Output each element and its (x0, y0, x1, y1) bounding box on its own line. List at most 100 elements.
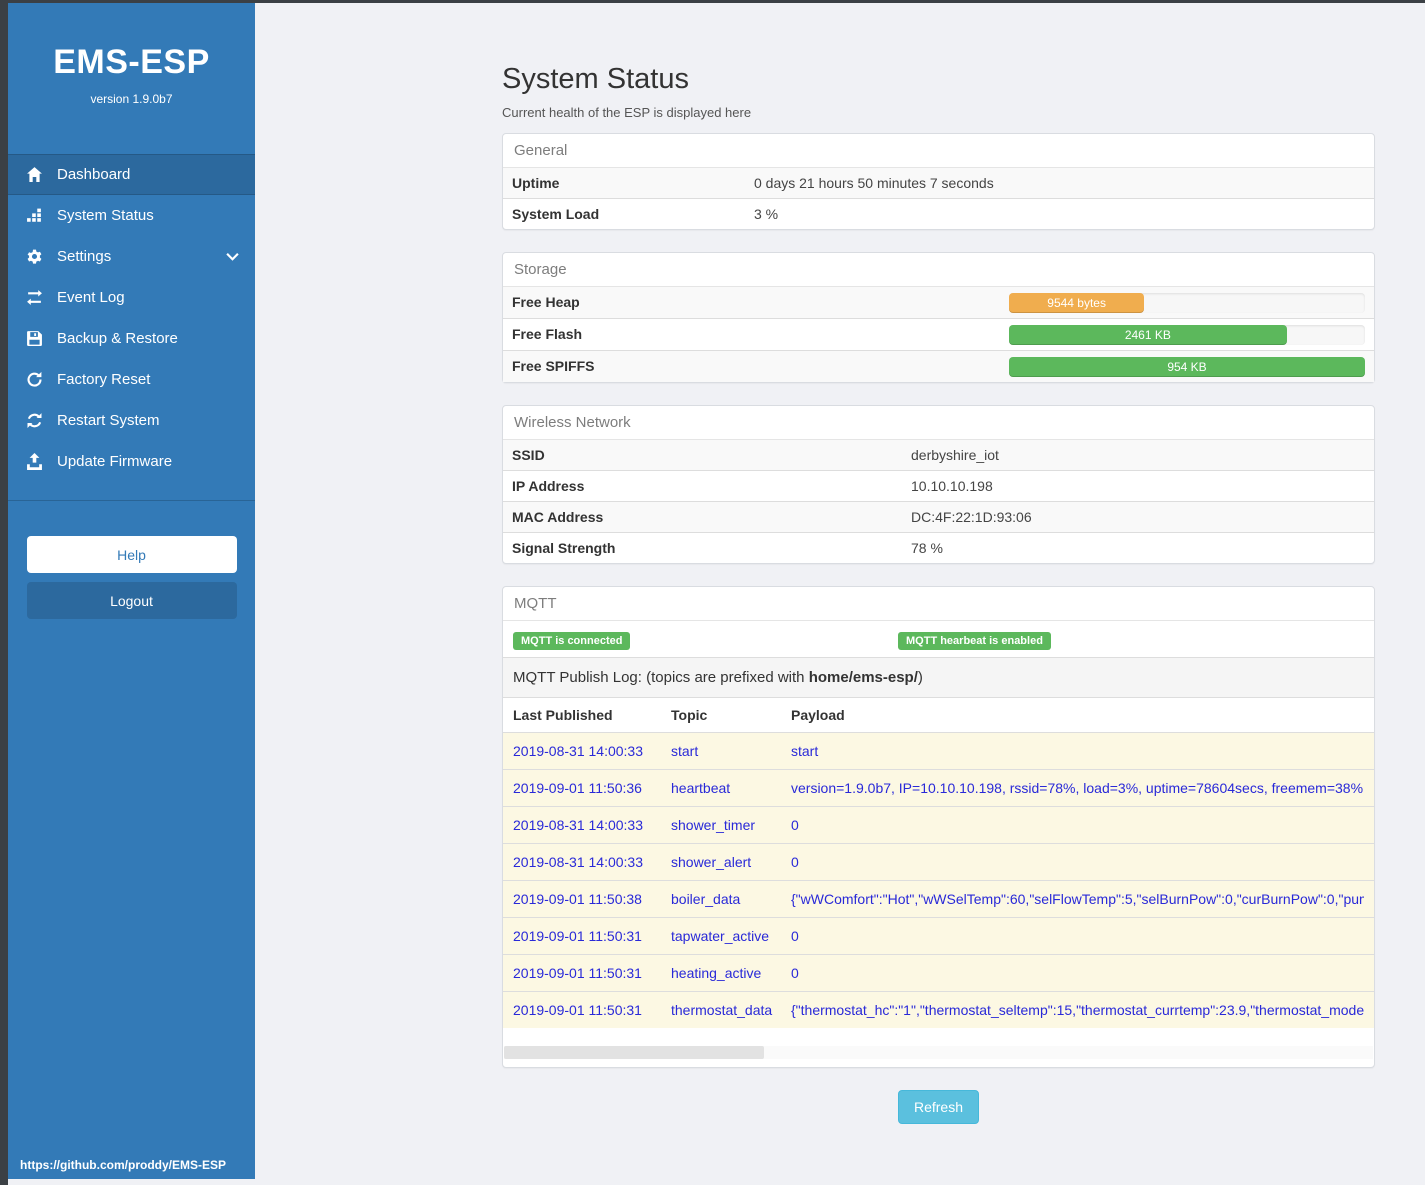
panel-general-title: General (503, 134, 1374, 168)
home-icon (24, 166, 44, 183)
topic-cell: shower_alert (671, 854, 752, 870)
last-published-cell: 2019-09-01 11:50:31 (513, 1002, 642, 1018)
page-title: System Status (502, 63, 689, 95)
table-row: 2019-09-01 11:50:31 thermostat_data {"ther… (503, 991, 1374, 1028)
scrollbar-thumb[interactable] (504, 1046, 764, 1059)
sidebar-item-settings[interactable]: Settings (8, 236, 255, 277)
row-label: MAC Address (512, 509, 604, 525)
payload-cell: {"thermostat_hc":"1","thermostat_seltemp… (791, 1002, 1364, 1018)
upload-icon (24, 453, 44, 470)
panel-mqtt-title: MQTT (503, 587, 1374, 621)
mqtt-badges-row: MQTT is connected MQTT hearbeat is enabl… (503, 621, 1374, 657)
topic-cell: boiler_data (671, 891, 741, 907)
sidebar-item-dashboard[interactable]: Dashboard (8, 154, 255, 195)
brand: EMS-ESP version 1.9.0b7 (8, 3, 255, 106)
table-row: 2019-09-01 11:50:38 boiler_data {"wWComfor… (503, 880, 1374, 917)
topic-cell: thermostat_data (671, 1002, 773, 1018)
sidebar-item-system-status[interactable]: System Status (8, 195, 255, 236)
table-row: 2019-08-31 14:00:33 start start (503, 732, 1374, 769)
sidebar-item-event-log[interactable]: Event Log (8, 277, 255, 318)
progress-track: 9544 bytes (1009, 292, 1365, 313)
panel-wireless-title: Wireless Network (503, 406, 1374, 440)
topic-cell: shower_timer (671, 817, 756, 833)
row-value: DC:4F:22:1D:93:06 (911, 509, 1032, 525)
publish-log-text: MQTT Publish Log: (topics are prefixed w… (513, 669, 809, 686)
row-value: derbyshire_iot (911, 447, 999, 463)
last-published-cell: 2019-09-01 11:50:36 (513, 780, 642, 796)
sidebar-item-restart-system[interactable]: Restart System (8, 400, 255, 441)
help-button[interactable]: Help (26, 536, 237, 573)
row-label: Signal Strength (512, 540, 616, 556)
payload-cell: 0 (791, 854, 799, 870)
page-subtitle: Current health of the ESP is displayed h… (502, 105, 752, 120)
panel-wireless: Wireless Network SSID derbyshire_iot IP Ad… (502, 405, 1375, 564)
topic-cell: heating_active (671, 965, 762, 981)
publish-log-topic-prefix: home/ems-esp/ (808, 669, 918, 686)
app-title: EMS-ESP (53, 43, 210, 81)
progress-track: 954 KB (1009, 356, 1365, 377)
app-version: version 1.9.0b7 (90, 92, 173, 106)
row-value: 10.10.10.198 (911, 478, 993, 494)
progress-bar: 2461 KB (1009, 324, 1287, 345)
table-row: Free Flash 2461 KB (503, 318, 1374, 350)
sidebar-item-label: Event Log (57, 289, 125, 306)
payload-cell: 0 (791, 965, 799, 981)
payload-cell: {"wWComfort":"Hot","wWSelTemp":60,"selFl… (791, 891, 1364, 907)
row-label: IP Address (512, 478, 585, 494)
table-row: 2019-09-01 11:50:31 heating_active 0 (503, 954, 1374, 991)
mqtt-heartbeat-badge: MQTT hearbeat is enabled (898, 632, 1051, 650)
storage-rows: Free Heap 9544 bytes Free Flash 2461 KB Free… (503, 287, 1374, 382)
topic-cell: start (671, 743, 699, 759)
github-link[interactable]: https://github.com/proddy/EMS-ESP (20, 1158, 226, 1172)
sidebar-item-factory-reset[interactable]: Factory Reset (8, 359, 255, 400)
row-value: 0 days 21 hours 50 minutes 7 seconds (754, 175, 994, 191)
last-published-cell: 2019-08-31 14:00:33 (513, 854, 643, 870)
row-label: SSID (512, 447, 545, 463)
window-top-edge (0, 0, 1425, 3)
payload-cell: 0 (791, 928, 799, 944)
general-rows: Uptime 0 days 21 hours 50 minutes 7 secon… (503, 168, 1374, 229)
table-row: 2019-09-01 11:50:36 heartbeat version=1.9.… (503, 769, 1374, 806)
gear-icon (24, 248, 44, 265)
sidebar-item-backup-restore[interactable]: Backup & Restore (8, 318, 255, 359)
table-row: Free SPIFFS 954 KB (503, 350, 1374, 382)
panel-general: General Uptime 0 days 21 hours 50 minutes… (502, 133, 1375, 230)
table-row: IP Address 10.10.10.198 (503, 470, 1374, 501)
last-published-cell: 2019-09-01 11:50:38 (513, 891, 642, 907)
sidebar-item-label: Factory Reset (57, 371, 151, 388)
panel-mqtt: MQTT MQTT is connected MQTT hearbeat is … (502, 586, 1375, 1068)
panel-storage-title: Storage (503, 253, 1374, 287)
chevron-down-icon (226, 252, 239, 261)
topic-cell: heartbeat (671, 780, 731, 796)
mqtt-table-spacer (503, 1028, 1374, 1046)
horizontal-scrollbar[interactable] (504, 1046, 1373, 1059)
sidebar-item-update-firmware[interactable]: Update Firmware (8, 441, 255, 482)
status-icon (24, 207, 44, 224)
column-header-payload: Payload (791, 707, 845, 723)
row-label: Free SPIFFS (512, 358, 595, 374)
sidebar-divider (8, 500, 255, 501)
logout-button[interactable]: Logout (26, 582, 237, 619)
table-row: SSID derbyshire_iot (503, 440, 1374, 470)
column-header-last-published: Last Published (513, 707, 613, 723)
refresh-button[interactable]: Refresh (897, 1090, 980, 1124)
progress-bar: 954 KB (1009, 356, 1365, 377)
row-value: 3 % (754, 206, 779, 222)
sidebar-item-label: Settings (57, 248, 112, 265)
row-value: 78 % (911, 540, 943, 556)
main-content: System Status Current health of the ESP … (502, 0, 1375, 1124)
last-published-cell: 2019-09-01 11:50:31 (513, 928, 642, 944)
row-label: System Load (512, 206, 600, 222)
table-row: 2019-08-31 14:00:33 shower_timer 0 (503, 806, 1374, 843)
sidebar-item-label: System Status (57, 207, 154, 224)
panel-storage: Storage Free Heap 9544 bytes Free Flash 246… (502, 252, 1375, 383)
progress-bar: 9544 bytes (1009, 292, 1145, 313)
last-published-cell: 2019-09-01 11:50:31 (513, 965, 642, 981)
table-row: System Load 3 % (503, 198, 1374, 229)
row-label: Free Flash (512, 326, 583, 342)
wireless-rows: SSID derbyshire_iot IP Address 10.10.10.198… (503, 440, 1374, 563)
table-row: 2019-08-31 14:00:33 shower_alert 0 (503, 843, 1374, 880)
table-row: Uptime 0 days 21 hours 50 minutes 7 secon… (503, 168, 1374, 198)
table-row: Signal Strength 78 % (503, 532, 1374, 563)
progress-track: 2461 KB (1009, 324, 1365, 345)
